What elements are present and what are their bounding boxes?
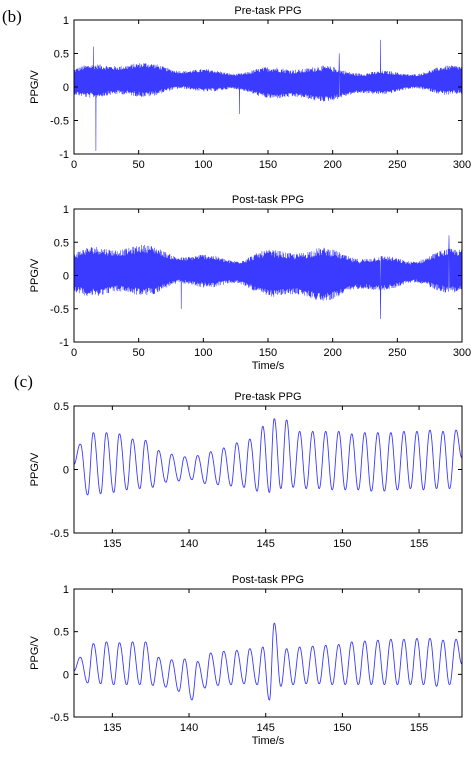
x-tick-label: 100 — [194, 347, 212, 359]
x-tick-label: 145 — [257, 722, 275, 734]
y-tick-label: 0.5 — [54, 627, 69, 639]
x-tick-label: 150 — [259, 347, 277, 359]
chart-1: Post-task PPG PPG/V Time/s -1 -0.5 0 0.5 1 0 50 10… — [29, 194, 471, 372]
x-tick-label: 300 — [453, 159, 471, 171]
y-tick-label: 1 — [63, 584, 69, 596]
x-tick-label: 140 — [180, 538, 198, 550]
y-tick-label: -1 — [59, 149, 69, 161]
y-tick-label: 0.5 — [54, 237, 69, 249]
x-tick-label: 200 — [323, 347, 341, 359]
y-axis-label: PPG/V — [29, 636, 41, 670]
y-tick-label: 0 — [63, 82, 69, 94]
chart-0: Pre-task PPG PPG/V -1 -0.5 0 0.5 1 0 50 100 150 200… — [29, 5, 471, 171]
x-tick-label: 0 — [71, 159, 77, 171]
x-axis-label: Time/s — [252, 360, 285, 372]
y-tick-label: -1 — [59, 337, 69, 349]
x-tick-label: 135 — [103, 722, 121, 734]
ppg-trace — [74, 622, 462, 701]
panel-label-b: (b) — [2, 7, 22, 26]
y-tick-label: -0.5 — [50, 304, 69, 316]
y-tick-label: 0 — [63, 465, 69, 477]
x-tick-label: 150 — [333, 538, 351, 550]
chart-2: Pre-task PPG PPG/V -0.5 0 0.5 135 140 145 150 155 — [29, 391, 463, 550]
y-tick-label: 0.5 — [54, 49, 69, 61]
x-tick-label: 140 — [180, 722, 198, 734]
y-tick-label: 1 — [63, 204, 69, 216]
y-axis-label: PPG/V — [29, 258, 41, 292]
y-tick-label: 1 — [63, 15, 69, 27]
x-tick-label: 135 — [103, 538, 121, 550]
x-tick-label: 50 — [133, 347, 145, 359]
x-axis-label: Time/s — [252, 735, 285, 747]
ppg-trace — [74, 235, 462, 320]
y-tick-label: -0.5 — [50, 528, 69, 540]
x-tick-label: 100 — [194, 159, 212, 171]
plot-frame — [73, 588, 463, 718]
x-tick-label: 0 — [71, 347, 77, 359]
x-tick-label: 150 — [259, 159, 277, 171]
x-tick-label: 145 — [257, 538, 275, 550]
x-tick-label: 250 — [388, 347, 406, 359]
y-tick-label: -0.5 — [50, 116, 69, 128]
y-tick-label: 0.5 — [54, 401, 69, 413]
y-tick-label: -0.5 — [50, 712, 69, 724]
y-axis-label: PPG/V — [29, 70, 41, 104]
chart-title: Pre-task PPG — [234, 5, 301, 17]
y-axis-label: PPG/V — [29, 452, 41, 486]
x-tick-label: 200 — [323, 159, 341, 171]
x-tick-label: 155 — [410, 538, 428, 550]
x-tick-label: 300 — [453, 347, 471, 359]
ppg-trace — [74, 39, 462, 151]
panel-label-c: (c) — [14, 372, 33, 391]
y-tick-label: 0 — [63, 271, 69, 283]
x-tick-label: 155 — [410, 722, 428, 734]
ppg-trace — [74, 418, 462, 496]
y-tick-label: 0 — [63, 669, 69, 681]
x-tick-label: 50 — [133, 159, 145, 171]
chart-title: Post-task PPG — [232, 574, 304, 586]
x-tick-label: 150 — [333, 722, 351, 734]
x-tick-label: 250 — [388, 159, 406, 171]
plot-frame — [73, 405, 463, 534]
chart-title: Pre-task PPG — [234, 391, 301, 403]
chart-3: Post-task PPG PPG/V Time/s -0.5 0 0.5 1 135 140 1… — [29, 574, 463, 747]
chart-title: Post-task PPG — [232, 194, 304, 206]
